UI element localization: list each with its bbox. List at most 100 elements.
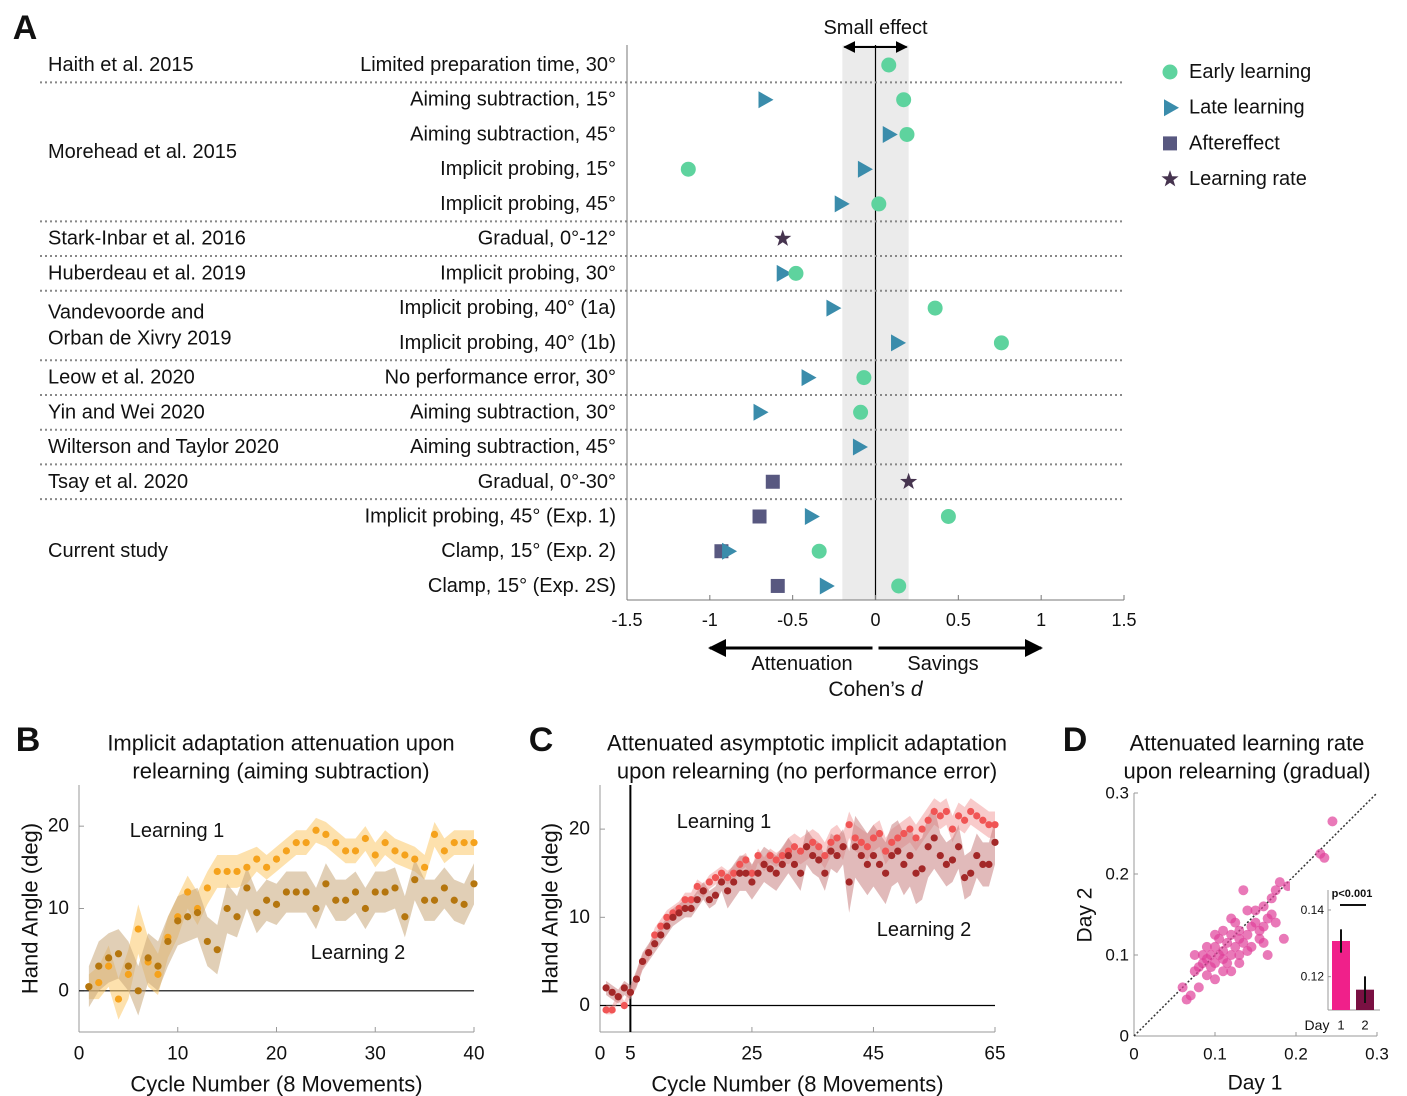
- point: [1201, 970, 1212, 981]
- point: [638, 957, 647, 966]
- point: [203, 937, 211, 946]
- study-label: Orban de Xivry 2019: [48, 327, 231, 349]
- point: [1246, 941, 1257, 952]
- point: [809, 851, 817, 860]
- condition-label: Implicit probing, 15°: [440, 158, 616, 180]
- x-axis-label-text: Cohen’s: [828, 678, 905, 701]
- point: [991, 838, 999, 846]
- marker: [804, 507, 820, 525]
- point: [233, 913, 241, 921]
- point: [430, 830, 439, 839]
- marker: [758, 91, 774, 109]
- x-tick-label: 0.2: [1284, 1045, 1308, 1064]
- marker: [940, 508, 956, 524]
- condition-label: Aiming subtraction, 30°: [410, 401, 616, 423]
- point: [894, 834, 902, 842]
- point: [105, 954, 113, 962]
- point: [440, 884, 448, 892]
- point: [967, 807, 975, 816]
- point: [839, 843, 847, 851]
- x-tick-label: -1: [702, 610, 718, 630]
- point: [778, 860, 786, 868]
- condition-label: Gradual, 0°-12°: [478, 228, 616, 250]
- condition-label: Aiming subtraction, 45°: [410, 436, 616, 458]
- point: [948, 856, 957, 864]
- point: [790, 860, 799, 868]
- point: [1319, 852, 1330, 863]
- point: [361, 834, 369, 843]
- marker: [993, 335, 1009, 351]
- point: [144, 954, 152, 962]
- point: [693, 896, 701, 904]
- point: [608, 1006, 616, 1014]
- point: [1242, 905, 1253, 916]
- condition-label: Implicit probing, 45° (Exp. 1): [365, 505, 616, 527]
- point: [961, 816, 969, 824]
- marker: [811, 543, 827, 559]
- point: [985, 821, 993, 829]
- point: [302, 888, 310, 896]
- x-tick-label: 0: [74, 1044, 85, 1065]
- point: [705, 878, 713, 886]
- point: [924, 816, 932, 824]
- inset-x-tick-label: 1: [1337, 1018, 1344, 1033]
- point: [1226, 929, 1237, 940]
- point: [1250, 917, 1261, 928]
- y-tick-label: 0: [1120, 1027, 1129, 1046]
- point: [924, 843, 932, 851]
- x-tick-label: 65: [984, 1044, 1005, 1065]
- point: [766, 865, 774, 873]
- marker: [881, 57, 897, 73]
- point: [1250, 905, 1261, 916]
- condition-label: Clamp, 15° (Exp. 2): [441, 540, 616, 562]
- point: [845, 878, 853, 886]
- point: [351, 847, 360, 855]
- legend-label: Early learning: [1189, 61, 1311, 83]
- study-label: Current study: [48, 540, 168, 562]
- y-tick-label: 0: [58, 980, 69, 1001]
- x-tick-label: 1: [1036, 610, 1046, 630]
- point: [450, 896, 458, 904]
- point: [263, 896, 271, 904]
- study-label: Huberdeau et al. 2019: [48, 262, 246, 284]
- study-label: Morehead et al. 2015: [48, 141, 237, 163]
- title: Attenuated asymptotic implicit adaptatio…: [607, 731, 1007, 756]
- point: [748, 878, 756, 886]
- point: [936, 851, 944, 860]
- point: [460, 900, 468, 908]
- point: [1270, 885, 1281, 896]
- point: [821, 869, 829, 877]
- point: [243, 863, 251, 871]
- point: [351, 888, 360, 896]
- point: [421, 863, 429, 871]
- point: [815, 856, 823, 864]
- title: Implicit adaptation attenuation upon: [107, 731, 454, 756]
- marker: [770, 578, 785, 593]
- marker: [722, 542, 738, 560]
- marker: [776, 264, 792, 282]
- marker: [891, 578, 907, 594]
- x-axis-label: Day 1: [1228, 1072, 1283, 1095]
- point: [223, 904, 231, 913]
- point: [857, 851, 865, 860]
- y-tick-label: 0: [579, 995, 590, 1016]
- point: [1238, 937, 1249, 948]
- point: [1205, 950, 1216, 960]
- condition-label: Implicit probing, 45°: [440, 193, 616, 215]
- point: [772, 856, 780, 864]
- point: [1242, 929, 1253, 940]
- point: [748, 869, 756, 877]
- point: [863, 843, 871, 851]
- point: [602, 984, 610, 992]
- point: [292, 839, 300, 847]
- point: [809, 838, 817, 846]
- annotation: Small effect: [823, 17, 928, 39]
- inset-x-axis-label: Day: [1305, 1017, 1330, 1033]
- study-label: Leow et al. 2020: [48, 367, 195, 389]
- point: [687, 904, 695, 913]
- point: [1177, 982, 1188, 993]
- point: [602, 1006, 610, 1014]
- point: [164, 937, 172, 946]
- point: [906, 825, 914, 833]
